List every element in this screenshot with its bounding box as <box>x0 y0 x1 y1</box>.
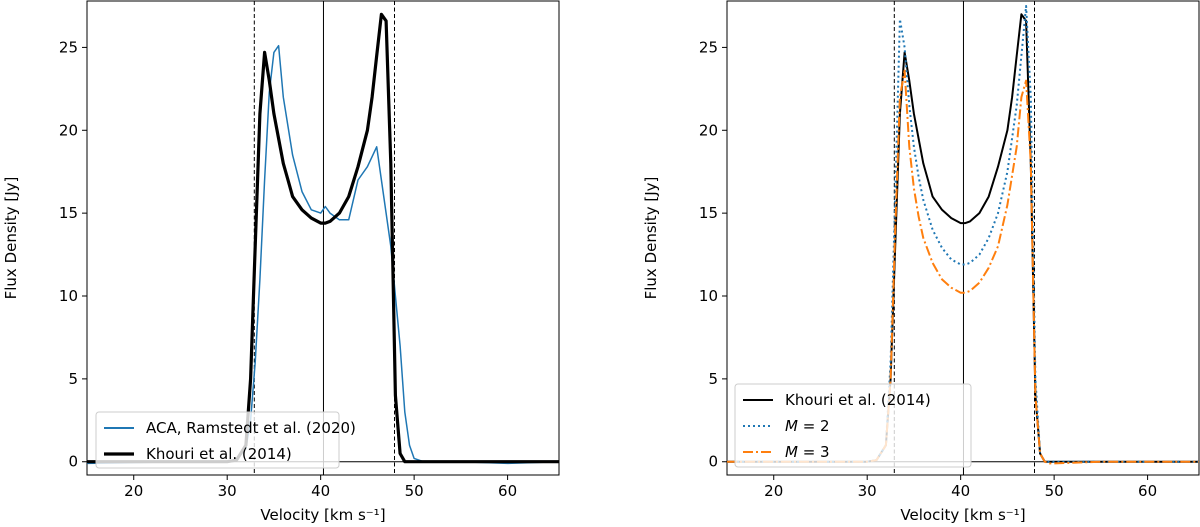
x-tick-label: 50 <box>405 482 424 500</box>
x-axis-label: Velocity [km s⁻¹] <box>260 506 385 524</box>
x-tick-label: 50 <box>1045 482 1064 500</box>
reference-lines <box>87 1 559 475</box>
x-tick-label: 30 <box>218 482 237 500</box>
y-tick-label: 5 <box>68 370 78 388</box>
y-tick-label: 25 <box>59 38 78 56</box>
y-axis-label: Flux Density [Jy] <box>2 177 20 300</box>
x-tick-label: 60 <box>1138 482 1157 500</box>
y-tick-label: 15 <box>699 204 718 222</box>
y-axis-label: Flux Density [Jy] <box>642 177 660 300</box>
x-tick-label: 60 <box>498 482 517 500</box>
legend-box <box>95 411 340 469</box>
y-tick-label: 5 <box>708 370 718 388</box>
legend-label: M = 2 <box>785 417 830 435</box>
x-ticks: 20 30 40 50 60 <box>764 475 1157 500</box>
x-tick-label: 20 <box>764 482 783 500</box>
x-tick-label: 20 <box>124 482 143 500</box>
x-tick-label: 40 <box>951 482 970 500</box>
legend: Khouri et al. (2014) M = 2 M = 3 <box>734 383 972 468</box>
x-tick-label: 30 <box>858 482 877 500</box>
y-ticks: 0 5 10 15 20 25 <box>59 38 87 471</box>
legend-label: M = 3 <box>785 443 830 461</box>
legend-label: Khouri et al. (2014) <box>146 445 292 463</box>
legend-label: ACA, Ramstedt et al. (2020) <box>146 419 356 437</box>
y-tick-label: 20 <box>699 121 718 139</box>
series-line-1 <box>727 13 1199 463</box>
y-tick-label: 0 <box>708 453 718 471</box>
y-tick-label: 10 <box>699 287 718 305</box>
y-tick-label: 20 <box>59 121 78 139</box>
legend-label: Khouri et al. (2014) <box>785 391 931 409</box>
x-tick-label: 40 <box>311 482 330 500</box>
legend: ACA, Ramstedt et al. (2020) Khouri et al.… <box>95 411 356 469</box>
y-tick-label: 15 <box>59 204 78 222</box>
y-tick-label: 0 <box>68 453 78 471</box>
y-ticks: 0 5 10 15 20 25 <box>699 38 727 471</box>
y-tick-label: 25 <box>699 38 718 56</box>
x-ticks: 20 30 40 50 60 <box>124 475 517 500</box>
y-tick-label: 10 <box>59 287 78 305</box>
x-axis-label: Velocity [km s⁻¹] <box>900 506 1025 524</box>
legend-box <box>734 383 972 468</box>
series-line-2 <box>87 12 559 464</box>
